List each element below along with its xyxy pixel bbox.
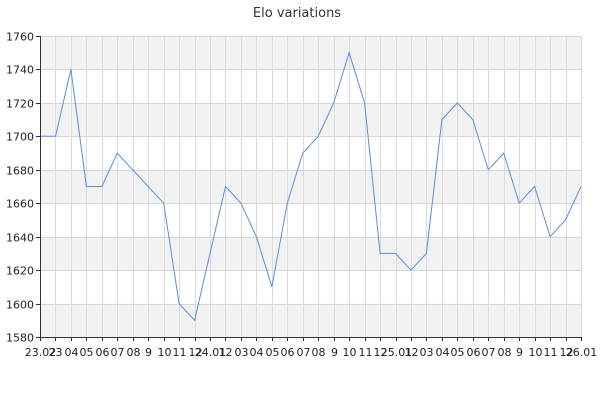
chart-title: Elo variations	[253, 6, 341, 21]
y-tick-label: 1680	[6, 165, 34, 178]
x-tick-label: 04	[250, 346, 264, 359]
x-tick-label: 12	[219, 346, 233, 359]
x-tick-label: 07	[482, 346, 496, 359]
y-tick-label: 1600	[6, 299, 34, 312]
x-tick-label: 24.01	[195, 346, 227, 359]
x-tick-label: 05	[451, 346, 465, 359]
plot-band	[40, 303, 581, 337]
x-tick-label: 12	[405, 346, 419, 359]
y-tick-labels: 1580 1600 1620 1640 1660 1680 1700 1720 1740 1760	[6, 31, 40, 345]
x-tick-label: 23	[49, 346, 63, 359]
x-tick-label: 12	[374, 346, 388, 359]
x-tick-label: 05	[266, 346, 280, 359]
x-tick-label: 10	[529, 346, 543, 359]
y-tick-label: 1740	[6, 64, 34, 77]
x-tick-label: 12	[189, 346, 203, 359]
x-tick-label: 07	[297, 346, 311, 359]
x-tick-label: 03	[420, 346, 434, 359]
x-tick-label: 26.01	[566, 346, 598, 359]
y-tick-label: 1700	[6, 131, 34, 144]
plot-band	[40, 236, 581, 271]
plot-band	[40, 169, 581, 204]
x-tick-label: 07	[111, 346, 125, 359]
y-tick-label: 1660	[6, 198, 34, 211]
x-tick-label: 9	[145, 346, 152, 359]
x-tick-label: 06	[467, 346, 481, 359]
y-tick-label: 1620	[6, 265, 34, 278]
x-tick-label: 04	[65, 346, 79, 359]
y-tick-label: 1760	[6, 31, 34, 44]
y-tick-label: 1720	[6, 98, 34, 111]
x-tick-label: 11	[544, 346, 558, 359]
y-tick-label: 1580	[6, 332, 34, 345]
x-tick-label: 08	[127, 346, 141, 359]
x-tick-label: 08	[498, 346, 512, 359]
plot-bands	[40, 36, 581, 337]
x-tick-label: 25.01	[381, 346, 413, 359]
x-tick-label: 9	[331, 346, 338, 359]
x-tick-label: 05	[80, 346, 94, 359]
x-tick-label: 11	[359, 346, 373, 359]
x-tick-label: 11	[173, 346, 187, 359]
x-tick-label: 04	[436, 346, 450, 359]
x-tick-label: 23.02	[25, 346, 57, 359]
x-tick-label: 06	[281, 346, 295, 359]
x-tick-label: 03	[235, 346, 249, 359]
x-tick-label: 08	[312, 346, 326, 359]
x-tick-label: 12	[560, 346, 574, 359]
x-tick-label: 10	[343, 346, 357, 359]
series-group	[40, 51, 582, 322]
series-line	[40, 51, 582, 322]
plot-band	[40, 102, 581, 137]
axes	[40, 36, 581, 338]
plot-band	[40, 36, 581, 70]
x-tick-label: 9	[516, 346, 523, 359]
y-tick-label: 1640	[6, 232, 34, 245]
x-tick-label: 10	[158, 346, 172, 359]
x-tick-label: 06	[96, 346, 110, 359]
